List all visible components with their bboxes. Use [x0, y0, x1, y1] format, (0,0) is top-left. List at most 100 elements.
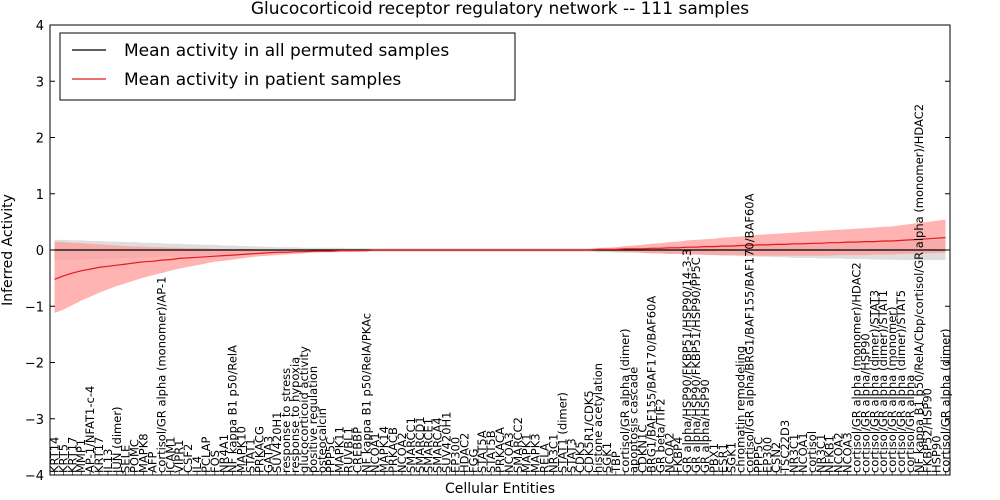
x-tick-label: GR beta/TIF2 [653, 398, 667, 473]
x-tick-label: IL13 [101, 449, 115, 473]
x-tick-label: cortisol/GR alpha (dimer)/STAT1 [876, 290, 890, 473]
x-tick-label: GR alpha/HSP90 [698, 379, 712, 473]
x-tick-label: cortisol [805, 431, 819, 473]
x-tick-label: CDK5 [573, 441, 587, 473]
x-tick-label: VIPR1 [172, 439, 186, 473]
x-tick-label: cortisol/GR alpha (dimer)/STAT3 [867, 290, 881, 473]
x-tick-label: chromatin remodeling [734, 346, 748, 473]
x-tick-label: SGK1 [725, 442, 739, 473]
x-tick-label: SUV420H1 [270, 412, 284, 474]
legend-label-permuted: Mean activity in all permuted samples [124, 41, 449, 61]
y-tick-label: 0 [36, 244, 44, 259]
legend: Mean activity in all permuted samples Me… [59, 32, 516, 101]
x-tick-label: histone acetylation [591, 363, 605, 473]
x-tick-label: SMARCA4 [431, 417, 445, 473]
y-tick-label: 4 [36, 19, 44, 34]
y-tick-label: −3 [25, 413, 44, 428]
x-tick-label: NR3C1 [787, 434, 801, 473]
x-tick-label: ICAM1 [163, 436, 177, 473]
x-tick-label: FGG [466, 449, 480, 473]
x-tick-label: PRKACB [386, 427, 400, 473]
x-tick-label: MAPK3 [529, 433, 543, 473]
series-lines [54, 237, 946, 280]
x-tick-label: ESR1 [716, 443, 730, 473]
x-tick-label: NR3C1 [547, 434, 561, 473]
x-tick-label: osteocalcin [315, 408, 329, 473]
y-tick-label: −1 [25, 300, 44, 315]
x-tick-label: cortisol/GR alpha (dimer) [618, 329, 632, 473]
y-axis-label: Inferred Activity [0, 194, 16, 306]
x-tick-label: NCOA2 [832, 432, 846, 473]
x-tick-label: apoptosis cascade [627, 367, 641, 473]
x-axis-tick-labels: KRT14KRT5KRT17MMP1AP-1/NFAT1-c-4KRT17IL1… [48, 104, 953, 475]
x-tick-label: SELE [119, 445, 133, 473]
x-tick-label: POMC [128, 439, 142, 473]
x-tick-label: NR4A1 [217, 434, 231, 473]
x-tick-label: KRT14 [48, 437, 62, 473]
x-tick-label: HDAC2 [457, 433, 471, 473]
x-tick-label: NF kappa B1 p50/RelA/PKAc [359, 313, 373, 473]
x-tick-label: NCOA2 [395, 432, 409, 473]
x-tick-label: SMARCC2 [511, 417, 525, 473]
x-tick-label: MMP1 [74, 439, 88, 473]
x-tick-label: NCOA3 [841, 432, 855, 473]
x-tick-label: CDKN1C [636, 425, 650, 473]
x-tick-label: MAPK10 [235, 426, 249, 473]
x-tick-label: PCLAP [199, 436, 213, 473]
x-tick-label: FKBP4 [671, 437, 685, 473]
x-tick-label: STAT1 (dimer) [555, 392, 569, 473]
x-tick-label: SMARCE1 [422, 418, 436, 473]
y-tick-label: 2 [36, 132, 44, 147]
x-tick-label: NCOA3 [502, 432, 516, 473]
x-tick-label: EP300 [760, 437, 774, 473]
x-tick-label: STAT3 [564, 438, 578, 473]
x-tick-label: PRKACG [252, 426, 266, 473]
x-tick-label: cortisol/GR alpha (monomer)/HDAC2 [849, 262, 863, 473]
x-tick-label: TBP [609, 451, 623, 474]
x-tick-label: STAT5B [484, 430, 498, 473]
x-tick-label: PBX1 [707, 443, 721, 473]
x-tick-label: positive regulation [306, 366, 320, 473]
x-tick-label: CSN2 [769, 442, 783, 473]
x-tick-label: STAT1 [244, 438, 258, 473]
x-tick-label: cortisol/GR alpha (monomer) [885, 306, 899, 473]
x-tick-label: MAPK1 [520, 433, 534, 473]
x-tick-label: CREBBP [350, 427, 364, 473]
x-tick-label: NCOA1 [368, 432, 382, 473]
x-tick-label: PPP5C [324, 437, 338, 473]
x-tick-label: cortisol/GR alpha [903, 375, 917, 473]
y-tick-label: −2 [25, 357, 44, 372]
confidence-bands [54, 219, 946, 313]
legend-label-patient: Mean activity in patient samples [124, 70, 401, 90]
x-tick-label: CSF2 [181, 444, 195, 473]
patient-mean-line [54, 237, 946, 280]
x-tick-label: GR alpha/HSP90/FKBP51/HSP90/14-3-3 [680, 249, 694, 473]
x-tick-label: cortisol/GR alpha (monomer)/AP-1 [154, 277, 168, 473]
x-tick-label: cortisol/GR alpha (dimer)/STAT5 [894, 290, 908, 473]
x-tick-label: KRT17 [92, 437, 106, 473]
x-tick-label: response to hypoxia [288, 357, 302, 473]
x-tick-label: MAPK11 [333, 426, 347, 473]
x-tick-label: IL4 [190, 456, 204, 473]
x-tick-label: SMARCC1 [404, 417, 418, 473]
x-tick-label: AFP [146, 452, 160, 473]
x-tick-label: KRT17 [65, 437, 79, 473]
x-tick-label: response to stress [279, 368, 293, 473]
x-tick-label: EP300 [448, 437, 462, 473]
x-tick-label: HSP90 [930, 435, 944, 473]
x-tick-label: cortisol/GR alpha/HSP90 [858, 333, 872, 473]
x-tick-label: PRKACA [493, 427, 507, 473]
x-tick-label: cortisol/GR alpha (dimer) [939, 329, 953, 473]
x-tick-label: MAPK8 [137, 433, 151, 473]
x-tick-label: TSC22D3 [778, 420, 792, 474]
legend-frame [59, 32, 516, 101]
y-tick-label: −4 [25, 469, 44, 484]
x-tick-label: PPP5C [751, 437, 765, 473]
x-tick-label: NCOA1 [796, 432, 810, 473]
patient-band [54, 219, 946, 313]
y-tick-label: 3 [36, 75, 44, 90]
x-tick-label: FOS [208, 450, 222, 473]
x-tick-label: KRT5 [56, 444, 70, 473]
plot-frame [49, 24, 951, 476]
